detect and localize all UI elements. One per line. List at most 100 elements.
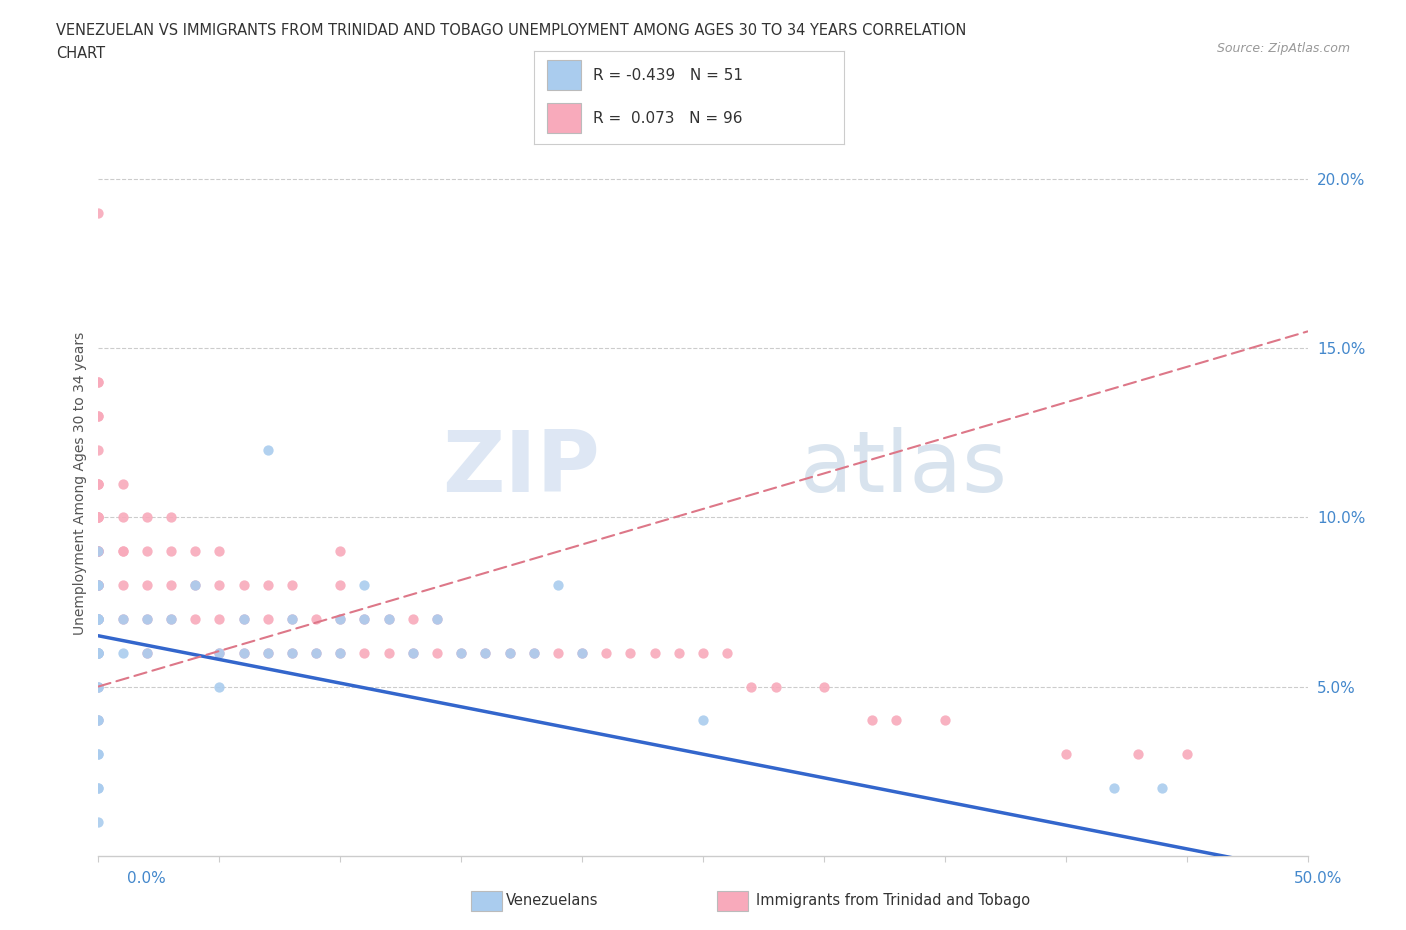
Point (256, 578, 278, 592)
Point (353, 578, 375, 592)
Point (184, 578, 207, 592)
Point (87, 611, 110, 626)
Point (87, 578, 110, 592)
Point (111, 510, 134, 525)
Text: CHART: CHART (56, 46, 105, 61)
Text: VENEZUELAN VS IMMIGRANTS FROM TRINIDAD AND TOBAGO UNEMPLOYMENT AMONG AGES 30 TO : VENEZUELAN VS IMMIGRANTS FROM TRINIDAD A… (56, 23, 966, 38)
Point (160, 611, 183, 626)
Point (377, 611, 399, 626)
Point (208, 645, 231, 660)
Point (87, 544, 110, 559)
Point (87, 544, 110, 559)
Point (256, 611, 278, 626)
Point (692, 645, 714, 660)
Point (498, 645, 520, 660)
Text: R = -0.439   N = 51: R = -0.439 N = 51 (593, 68, 742, 83)
Point (232, 611, 254, 626)
Point (232, 645, 254, 660)
Point (208, 544, 231, 559)
Text: Venezuelans: Venezuelans (506, 893, 599, 908)
Point (329, 611, 352, 626)
Point (450, 645, 472, 660)
Text: atlas: atlas (800, 427, 1008, 511)
Point (87, 747, 110, 762)
Point (87, 713, 110, 728)
Point (426, 611, 449, 626)
Point (281, 645, 304, 660)
Point (1128, 747, 1150, 762)
Point (87, 408, 110, 423)
Point (87, 510, 110, 525)
Point (860, 713, 883, 728)
Point (160, 611, 183, 626)
Point (87, 375, 110, 390)
Point (135, 578, 157, 592)
Point (402, 611, 425, 626)
Point (305, 645, 328, 660)
Point (87, 443, 110, 458)
Point (111, 611, 134, 626)
Point (692, 713, 714, 728)
Point (1102, 780, 1125, 795)
Point (1175, 747, 1198, 762)
Point (523, 645, 546, 660)
Point (111, 476, 134, 491)
Point (208, 645, 231, 660)
Point (498, 645, 520, 660)
Point (87, 611, 110, 626)
Point (184, 611, 207, 626)
Point (87, 578, 110, 592)
Point (474, 645, 496, 660)
Point (281, 611, 304, 626)
Point (111, 578, 134, 592)
Point (87, 578, 110, 592)
Point (87, 713, 110, 728)
Point (208, 578, 231, 592)
Point (111, 544, 134, 559)
Point (135, 645, 157, 660)
Point (281, 611, 304, 626)
Point (329, 578, 352, 592)
Point (305, 645, 328, 660)
Point (135, 611, 157, 626)
Point (208, 611, 231, 626)
Point (87, 578, 110, 592)
Point (402, 645, 425, 660)
Point (135, 544, 157, 559)
Point (87, 611, 110, 626)
Text: Source: ZipAtlas.com: Source: ZipAtlas.com (1216, 42, 1350, 55)
Point (87, 713, 110, 728)
Point (716, 645, 738, 660)
Point (1152, 780, 1174, 795)
Point (329, 645, 352, 660)
Point (160, 510, 183, 525)
Point (87, 476, 110, 491)
Point (87, 476, 110, 491)
Point (377, 645, 399, 660)
Text: Immigrants from Trinidad and Tobago: Immigrants from Trinidad and Tobago (756, 893, 1031, 908)
Point (329, 645, 352, 660)
Point (184, 578, 207, 592)
Point (305, 611, 328, 626)
Text: R =  0.073   N = 96: R = 0.073 N = 96 (593, 111, 742, 126)
Point (426, 611, 449, 626)
Point (87, 679, 110, 694)
Point (87, 578, 110, 592)
Point (87, 679, 110, 694)
Point (111, 544, 134, 559)
Point (256, 645, 278, 660)
Point (87, 611, 110, 626)
Point (1054, 747, 1077, 762)
Point (765, 679, 787, 694)
Point (450, 645, 472, 660)
Point (87, 510, 110, 525)
Point (87, 645, 110, 660)
Point (232, 578, 254, 592)
Point (87, 206, 110, 220)
Point (87, 544, 110, 559)
Point (208, 679, 231, 694)
Point (111, 611, 134, 626)
Point (184, 544, 207, 559)
Point (87, 780, 110, 795)
Point (87, 611, 110, 626)
